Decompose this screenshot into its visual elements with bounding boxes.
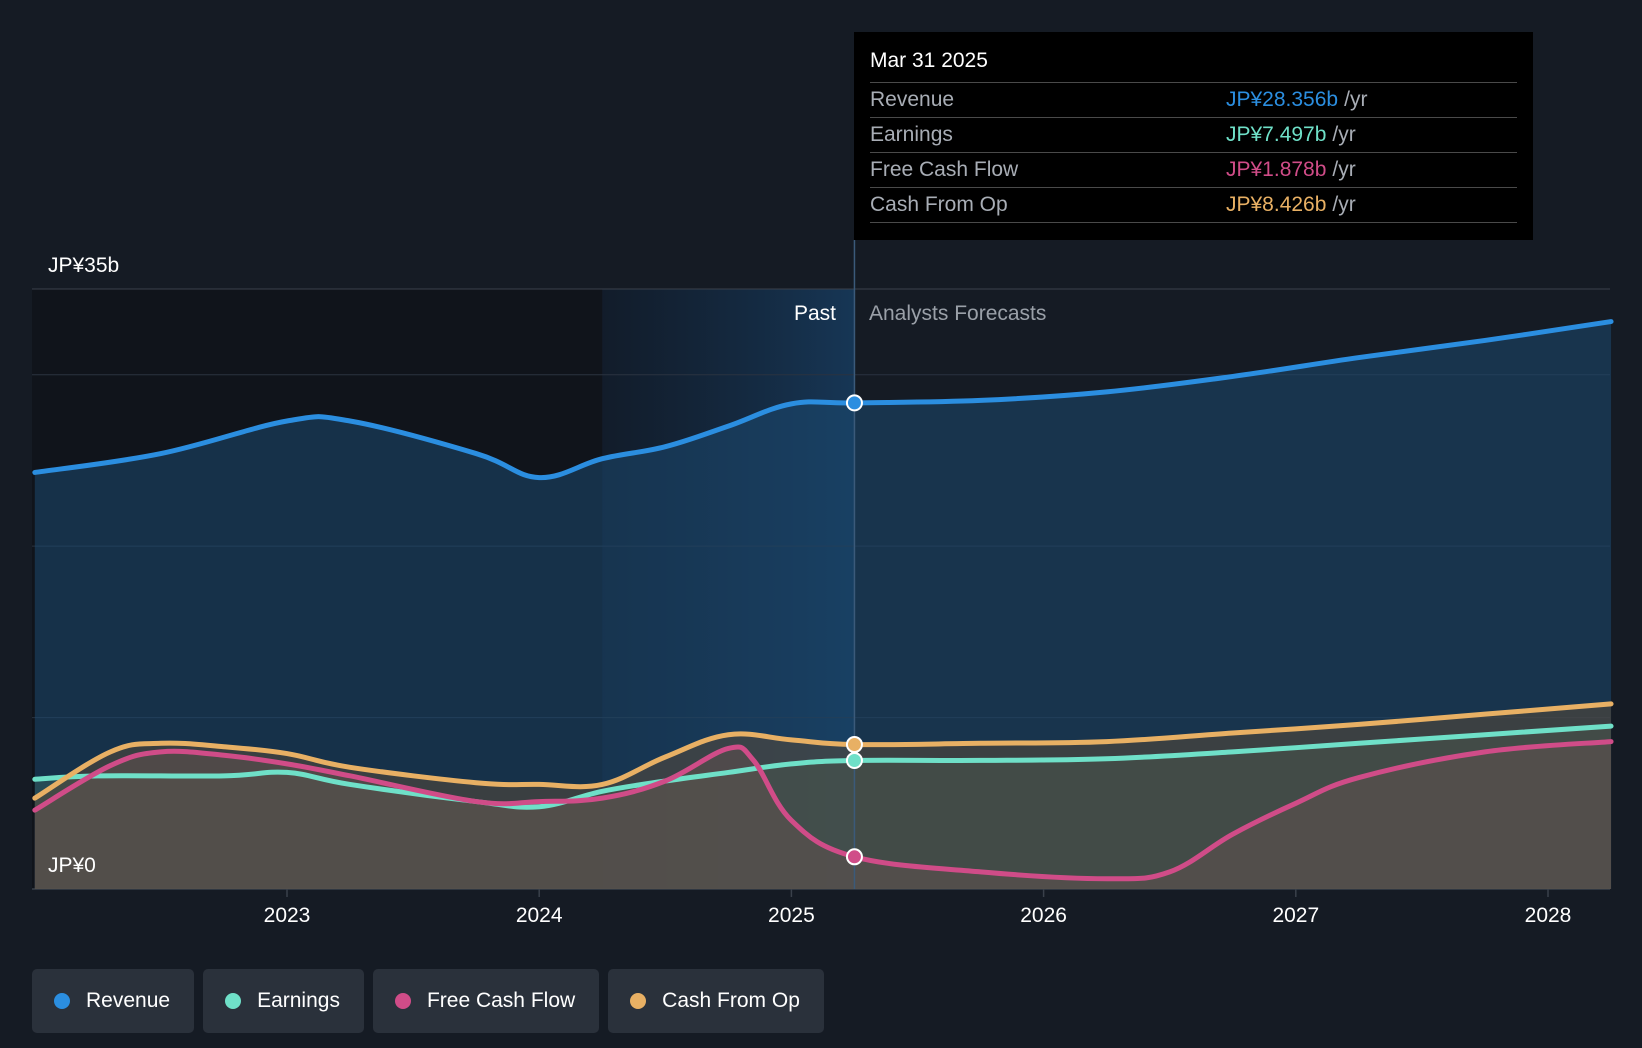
x-axis: 2023 2024 2025 2026 2027 2028	[264, 889, 1572, 927]
x-tick-label: 2024	[516, 904, 563, 927]
tooltip-value: JP¥7.497b	[1226, 123, 1327, 146]
series-line-earnings	[32, 723, 1614, 810]
x-tick-label: 2023	[264, 904, 311, 927]
tooltip-label: Free Cash Flow	[870, 158, 1019, 181]
legend-label: Free Cash Flow	[426, 989, 576, 1012]
series-areas	[34, 321, 1612, 890]
x-tick-label: 2025	[768, 904, 815, 927]
tooltip-row-revenue: Revenue JP¥28.356b /yr	[870, 82, 1517, 117]
tooltip-label: Earnings	[870, 123, 953, 146]
tooltip-unit: /yr	[1332, 193, 1356, 216]
tooltip-unit: /yr	[1344, 88, 1368, 111]
tooltip-value: JP¥8.426b	[1226, 193, 1327, 216]
tooltip-value: JP¥1.878b	[1226, 158, 1327, 181]
tooltip-unit: /yr	[1332, 123, 1356, 146]
tooltip-value: JP¥28.356b	[1226, 88, 1339, 111]
past-label: Past	[794, 302, 836, 325]
legend-dot-icon	[630, 993, 647, 1009]
tooltip: Mar 31 2025 Revenue JP¥28.356b /yr Earni…	[854, 32, 1533, 240]
tooltip-date: Mar 31 2025	[870, 49, 988, 72]
marker-revenue	[845, 394, 863, 412]
tooltip-unit: /yr	[1332, 158, 1356, 181]
legend-label: Cash From Op	[662, 989, 800, 1012]
marker-free-cash-flow	[845, 848, 863, 866]
series-lines	[32, 319, 1614, 882]
hover-markers	[845, 394, 863, 866]
legend-dot-icon	[225, 993, 242, 1009]
tooltip-row-earnings: Earnings JP¥7.497b /yr	[870, 117, 1517, 152]
marker-earnings	[845, 751, 863, 769]
series-line-free-cash-flow	[32, 739, 1614, 882]
series-line-cash-from-op	[32, 701, 1614, 801]
x-tick-label: 2028	[1525, 904, 1572, 927]
tooltip-row-free-cash-flow: Free Cash Flow JP¥1.878b /yr	[870, 152, 1517, 187]
forecast-label: Analysts Forecasts	[869, 302, 1046, 325]
legend-item-cash-from-op[interactable]: Cash From Op	[608, 969, 824, 1033]
x-tick-label: 2027	[1272, 904, 1319, 927]
legend-dot-icon	[394, 993, 411, 1009]
series-line-revenue	[32, 319, 1614, 481]
x-tick-label: 2026	[1020, 904, 1067, 927]
marker-cash-from-op	[845, 736, 863, 754]
y-axis-bottom-label: JP¥0	[48, 854, 96, 877]
y-axis-top-label: JP¥35b	[48, 254, 119, 277]
legend-dot-icon	[54, 993, 70, 1009]
legend-label: Earnings	[257, 989, 340, 1012]
legend-label: Revenue	[86, 989, 171, 1012]
legend: Revenue Earnings Free Cash Flow Cash Fro…	[32, 969, 824, 1033]
tooltip-label: Revenue	[870, 88, 955, 111]
legend-item-earnings[interactable]: Earnings	[203, 969, 364, 1033]
legend-item-free-cash-flow[interactable]: Free Cash Flow	[372, 969, 600, 1033]
legend-item-revenue[interactable]: Revenue	[32, 969, 195, 1033]
tooltip-row-cash-from-op: Cash From Op JP¥8.426b /yr	[870, 187, 1517, 223]
tooltip-label: Cash From Op	[870, 193, 1008, 216]
